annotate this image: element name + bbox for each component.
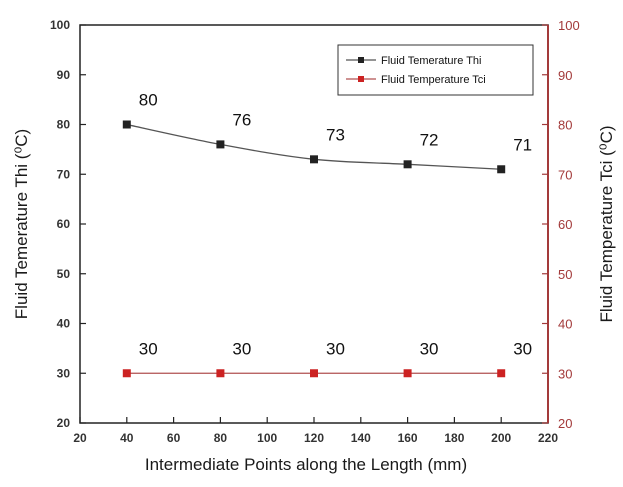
series-2-point bbox=[497, 369, 506, 378]
y-axis-left-title: Fluid Temerature Thi (⁰C) bbox=[12, 129, 31, 319]
y-right-tick-label: 100 bbox=[558, 18, 580, 33]
series-1-data-label: 72 bbox=[420, 130, 439, 149]
y-left-tick-label: 80 bbox=[57, 118, 71, 132]
series-1-point bbox=[403, 160, 412, 169]
y-right-tick-label: 40 bbox=[558, 317, 572, 332]
y-right-tick-label: 30 bbox=[558, 366, 572, 381]
series-1-point bbox=[216, 140, 225, 149]
y-right-tick-label: 70 bbox=[558, 167, 572, 182]
y-right-tick-label: 20 bbox=[558, 416, 572, 431]
x-tick-label: 40 bbox=[120, 431, 134, 445]
series-1-point bbox=[497, 165, 506, 174]
series-1-point bbox=[310, 155, 318, 164]
x-tick-label: 160 bbox=[398, 431, 418, 445]
y-axis-right-title: Fluid Temperature Tci (⁰C) bbox=[597, 125, 616, 322]
x-tick-label: 20 bbox=[73, 431, 87, 445]
legend: Fluid Temerature Thi Fluid Temperature T… bbox=[337, 44, 534, 96]
series-2-point bbox=[216, 369, 225, 378]
x-tick-label: 220 bbox=[538, 431, 558, 445]
series-1-data-label: 71 bbox=[513, 135, 532, 154]
y-right-tick-label: 80 bbox=[558, 118, 572, 133]
y-left-tick-label: 20 bbox=[57, 416, 71, 430]
y-left-tick-label: 50 bbox=[57, 267, 71, 281]
y-right-tick-label: 50 bbox=[558, 267, 572, 282]
series-1-data-label: 80 bbox=[139, 91, 158, 110]
series-2-data-label: 30 bbox=[139, 339, 158, 358]
x-tick-label: 180 bbox=[444, 431, 464, 445]
series-2-data-label: 30 bbox=[513, 339, 532, 358]
y-left-tick-label: 30 bbox=[57, 366, 71, 380]
legend-tci-marker bbox=[358, 76, 364, 82]
y-left-tick-label: 90 bbox=[57, 68, 71, 82]
series-1-data-label: 76 bbox=[232, 110, 251, 129]
y-left-tick-label: 60 bbox=[57, 217, 71, 231]
series-2-data-label: 30 bbox=[326, 339, 345, 358]
x-tick-label: 140 bbox=[351, 431, 371, 445]
series-2-point bbox=[403, 369, 412, 378]
legend-thi-label: Fluid Temerature Thi bbox=[381, 55, 481, 67]
x-tick-label: 60 bbox=[167, 431, 181, 445]
series-2-point bbox=[310, 369, 318, 378]
y-left-tick-label: 40 bbox=[57, 317, 71, 331]
labels-layer: 80 76 73 72 71 30 30 30 30 30 bbox=[139, 91, 532, 359]
legend-thi-marker bbox=[358, 57, 364, 63]
y-left-tick-label: 100 bbox=[50, 18, 70, 32]
ticks-group: 20 40 60 80 100 120 140 160 180 200 22020304050607… bbox=[50, 18, 580, 445]
x-tick-label: 80 bbox=[214, 431, 228, 445]
series-1-data-label: 73 bbox=[326, 125, 345, 144]
x-tick-label: 100 bbox=[257, 431, 277, 445]
legend-tci-label: Fluid Temperature Tci bbox=[381, 74, 486, 86]
x-axis-title: Intermediate Points along the Length (mm… bbox=[145, 455, 467, 474]
legend-box bbox=[337, 44, 534, 96]
series-2-point bbox=[122, 369, 131, 378]
x-tick-label: 200 bbox=[491, 431, 511, 445]
x-tick-label: 120 bbox=[304, 431, 324, 445]
series-layer bbox=[122, 120, 506, 378]
y-right-tick-label: 90 bbox=[558, 68, 572, 83]
series-2-data-label: 30 bbox=[232, 339, 251, 358]
series-1-point bbox=[122, 120, 131, 129]
y-right-tick-label: 60 bbox=[558, 217, 572, 232]
y-left-tick-label: 70 bbox=[57, 167, 71, 181]
series-2-data-label: 30 bbox=[420, 339, 439, 358]
